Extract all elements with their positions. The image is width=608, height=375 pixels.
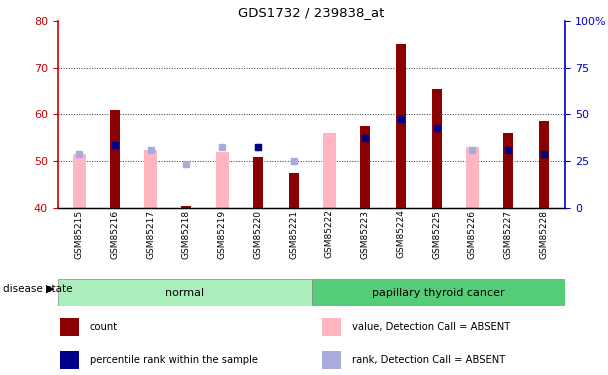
Bar <box>60 351 79 369</box>
Bar <box>466 147 479 208</box>
Text: normal: normal <box>165 288 204 298</box>
Text: percentile rank within the sample: percentile rank within the sample <box>90 355 258 365</box>
Text: value, Detection Call = ABSENT: value, Detection Call = ABSENT <box>353 322 511 332</box>
Bar <box>58 279 311 306</box>
Bar <box>144 150 157 208</box>
Bar <box>360 126 370 208</box>
Bar <box>181 206 192 208</box>
Text: count: count <box>90 322 118 332</box>
Title: GDS1732 / 239838_at: GDS1732 / 239838_at <box>238 6 385 20</box>
Bar <box>323 133 336 208</box>
Bar <box>60 318 79 336</box>
Text: rank, Detection Call = ABSENT: rank, Detection Call = ABSENT <box>353 355 506 365</box>
Bar <box>503 133 513 208</box>
Bar <box>432 88 442 208</box>
Bar <box>253 157 263 208</box>
Text: papillary thyroid cancer: papillary thyroid cancer <box>372 288 505 298</box>
Bar <box>110 110 120 208</box>
Bar <box>73 154 86 208</box>
Bar <box>216 152 229 208</box>
Text: disease state: disease state <box>3 284 72 294</box>
Text: ▶: ▶ <box>46 284 54 294</box>
Bar <box>311 279 565 306</box>
Bar <box>539 122 549 208</box>
Bar <box>396 44 406 208</box>
Bar <box>322 318 342 336</box>
Bar <box>289 173 299 208</box>
Bar <box>322 351 342 369</box>
